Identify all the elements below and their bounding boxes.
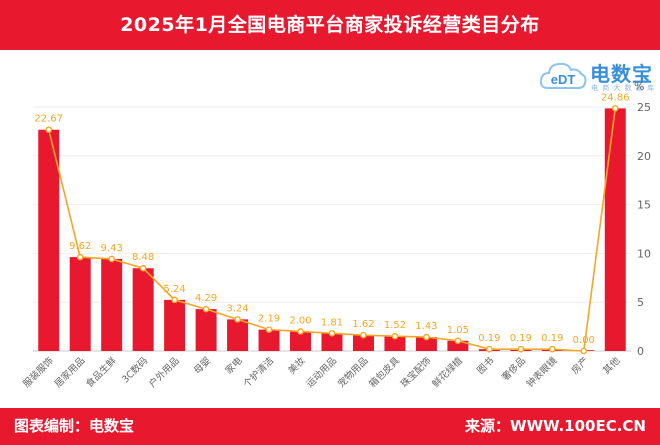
line-point [454, 337, 462, 345]
line-point [328, 330, 336, 337]
line-point [580, 347, 588, 355]
x-tick-label: 户外用品 [146, 355, 181, 390]
line-point [45, 126, 53, 134]
line-point [265, 326, 273, 333]
y-tick-label: 10 [637, 247, 651, 260]
x-tick-label: 箱包皮具 [367, 354, 403, 390]
brand-logo: eDT 电数宝 电 商 大 数 据 库 [538, 56, 656, 96]
x-tick-label: 珠宝配饰 [398, 355, 433, 390]
x-tick-label: 食品生鲜 [83, 354, 119, 390]
data-label: 0.19 [541, 333, 563, 344]
line-point [423, 333, 430, 341]
data-label: 8.48 [132, 252, 154, 263]
x-tick-label: 奢侈品 [499, 355, 528, 384]
x-tick-label: 母婴 [192, 355, 213, 376]
y-tick-label: 0 [637, 345, 644, 358]
line-point [391, 332, 399, 340]
x-tick-label: 美妆 [286, 354, 308, 376]
bar [132, 268, 154, 351]
x-tick-label: 家电 [223, 354, 245, 376]
x-tick-label: 鲜花绿植 [430, 354, 466, 390]
bar [384, 336, 406, 351]
x-tick-label: 居家用品 [52, 355, 87, 390]
line-point [171, 296, 178, 304]
data-label: 0.19 [478, 333, 500, 344]
data-label: 0.00 [573, 335, 595, 346]
title-bar: 2025年1月全国电商平台商家投诉经营类目分布 [0, 0, 660, 50]
bar [352, 335, 374, 351]
line-point [549, 345, 556, 353]
data-label: 1.05 [447, 325, 469, 336]
line-point [517, 345, 525, 353]
y-tick-label: 5 [637, 296, 644, 309]
footer-source: 来源：WWW.100EC.CN [465, 417, 646, 435]
data-label: 1.52 [384, 320, 406, 331]
line-point [234, 316, 241, 323]
cloud-logo-icon: eDT [539, 62, 587, 89]
data-label: 9.43 [101, 243, 123, 254]
x-tick-label: 3C数码 [119, 355, 150, 386]
x-tick-label: 服装服饰 [20, 355, 55, 390]
data-label: 2.00 [289, 315, 311, 326]
data-label: 1.81 [321, 317, 343, 328]
bar [101, 258, 123, 351]
bar [321, 333, 343, 351]
bar [604, 108, 626, 352]
x-tick-label: 个护清洁 [241, 355, 276, 390]
bar [164, 299, 186, 351]
data-label: 5.24 [163, 284, 185, 295]
line-point [76, 253, 84, 261]
data-label: 1.43 [415, 321, 437, 332]
x-tick-label: 其他 [600, 354, 622, 376]
data-label: 1.62 [352, 319, 374, 330]
data-label: 2.19 [258, 314, 280, 325]
data-label: 24.86 [601, 92, 630, 103]
line-point [108, 255, 115, 263]
line-point [611, 105, 619, 112]
logo-slogan: 电 商 大 数 据 库 [591, 84, 656, 92]
bar [415, 337, 437, 351]
bar [227, 319, 249, 351]
bar [69, 257, 91, 351]
x-tick-label: 图书 [475, 355, 497, 377]
footer-credit: 图表编制：电数宝 [14, 417, 135, 435]
data-label: 0.19 [510, 333, 532, 344]
data-label: 4.29 [195, 293, 217, 304]
bar [258, 329, 280, 351]
chart-title: 2025年1月全国电商平台商家投诉经营类目分布 [120, 14, 540, 36]
line-point [486, 345, 493, 353]
logo-name: 电数宝 [590, 62, 653, 86]
line-point [202, 305, 210, 313]
x-tick-label: 宠物用品 [335, 355, 370, 390]
bar [290, 331, 312, 351]
y-axis-unit: % [634, 80, 644, 93]
data-label: 9.62 [69, 241, 91, 252]
x-tick-label: 钟表眼镜 [524, 354, 560, 390]
y-tick-label: 15 [637, 199, 651, 212]
line-point [139, 264, 147, 272]
y-tick-label: 25 [637, 101, 651, 114]
x-tick-label: 运动用品 [304, 355, 339, 390]
data-label: 3.24 [226, 303, 248, 314]
bar [38, 129, 60, 351]
x-tick-label: 房产 [569, 355, 591, 377]
bar [195, 309, 217, 351]
bar [447, 340, 469, 351]
data-label: 22.67 [34, 114, 63, 125]
footer-bar: 图表编制：电数宝 来源：WWW.100EC.CN [0, 408, 660, 445]
line-point [360, 331, 367, 339]
y-tick-label: 20 [637, 150, 651, 163]
logo-mark-text: eDT [551, 72, 576, 87]
line-point [297, 328, 304, 335]
